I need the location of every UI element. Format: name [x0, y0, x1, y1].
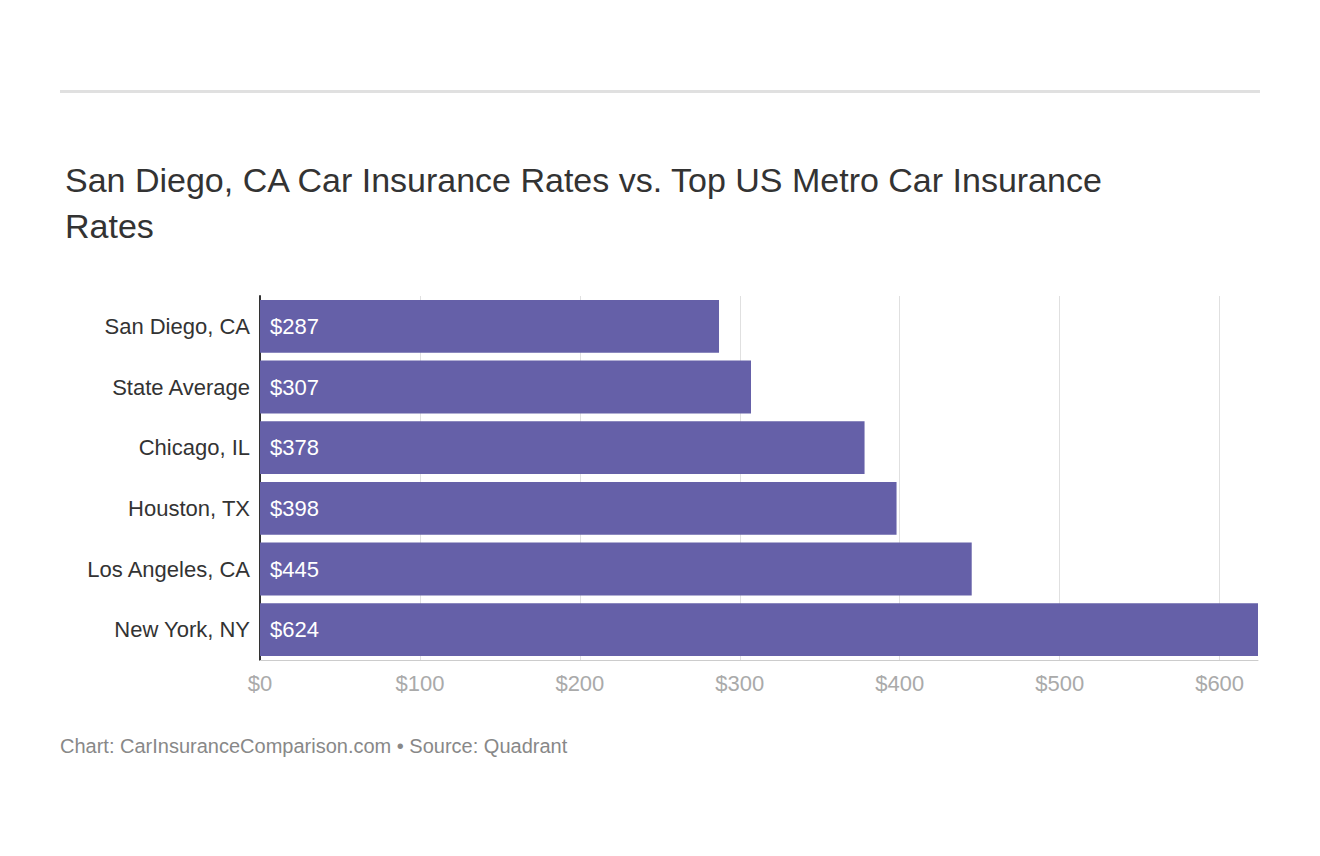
svg-text:State Average: State Average — [112, 375, 250, 400]
svg-text:Houston, TX: Houston, TX — [128, 496, 250, 521]
svg-text:$624: $624 — [270, 617, 319, 642]
svg-text:$398: $398 — [270, 496, 319, 521]
svg-text:$600: $600 — [1195, 671, 1244, 696]
svg-text:$300: $300 — [715, 671, 764, 696]
svg-text:Chart: CarInsuranceComparison.: Chart: CarInsuranceComparison.com • Sour… — [60, 735, 568, 757]
svg-text:$100: $100 — [395, 671, 444, 696]
svg-text:New York, NY: New York, NY — [114, 617, 250, 642]
svg-text:$400: $400 — [875, 671, 924, 696]
svg-text:$445: $445 — [270, 557, 319, 582]
svg-text:Rates: Rates — [65, 207, 154, 245]
svg-text:Chicago, IL: Chicago, IL — [139, 435, 250, 460]
svg-text:Los Angeles, CA: Los Angeles, CA — [87, 557, 250, 582]
svg-text:$307: $307 — [270, 375, 319, 400]
svg-text:$378: $378 — [270, 435, 319, 460]
svg-text:$500: $500 — [1035, 671, 1084, 696]
svg-text:$200: $200 — [555, 671, 604, 696]
svg-text:San Diego, CA: San Diego, CA — [104, 314, 250, 339]
svg-text:$0: $0 — [248, 671, 272, 696]
svg-text:$287: $287 — [270, 314, 319, 339]
svg-text:San Diego, CA Car Insurance Ra: San Diego, CA Car Insurance Rates vs. To… — [65, 161, 1111, 199]
